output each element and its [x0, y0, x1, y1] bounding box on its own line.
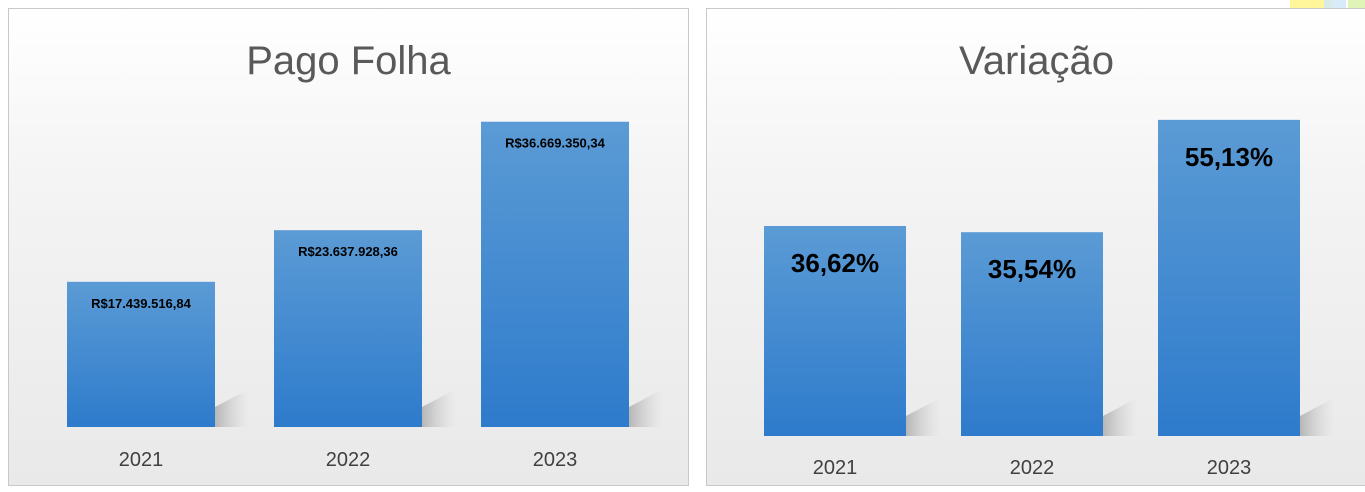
bar-data-label: R$17.439.516,84 [91, 296, 192, 311]
bar-data-label: 36,62% [791, 248, 879, 278]
chart-panel-pago-folha: Pago Folha R$17.439.516,84 2021 R$23.637.9… [8, 8, 689, 486]
bar-2023 [1158, 119, 1300, 437]
bar-shadow [629, 389, 663, 427]
bar-data-label: R$23.637.928,36 [298, 244, 398, 259]
bar-data-label: R$36.669.350,34 [505, 136, 606, 151]
bar-shadow [1300, 398, 1334, 436]
bar-2021 [764, 226, 906, 436]
bar-data-label: 35,54% [988, 254, 1076, 284]
bar-chart-pago-folha: R$17.439.516,84 2021 R$23.637.928,36 2022 R$… [67, 121, 663, 471]
bar-chart-variacao: 36,62% 2021 35,54% 2022 55,13% 2023 [764, 119, 1334, 479]
chart-title: Variação [959, 39, 1114, 83]
chart-panel-variacao: Variação 36,62% 2021 35,54% 2022 55,13% 2023 [706, 8, 1365, 486]
x-tick-label: 2021 [119, 449, 164, 471]
bar-shadow [215, 389, 249, 427]
bar-2021 [67, 281, 215, 427]
x-tick-label: 2022 [1010, 457, 1055, 479]
x-tick-label: 2023 [1207, 457, 1252, 479]
bar-2023 [481, 121, 629, 428]
x-tick-label: 2023 [533, 449, 578, 471]
bar-data-label: 55,13% [1185, 142, 1273, 172]
bar-shadow [422, 389, 456, 427]
bar-2022 [961, 232, 1103, 436]
bar-shadow [906, 398, 940, 436]
bar-shadow [1103, 398, 1137, 436]
x-tick-label: 2022 [326, 449, 371, 471]
x-tick-label: 2021 [813, 457, 858, 479]
chart-title: Pago Folha [246, 39, 451, 83]
bar-2022 [274, 230, 422, 427]
